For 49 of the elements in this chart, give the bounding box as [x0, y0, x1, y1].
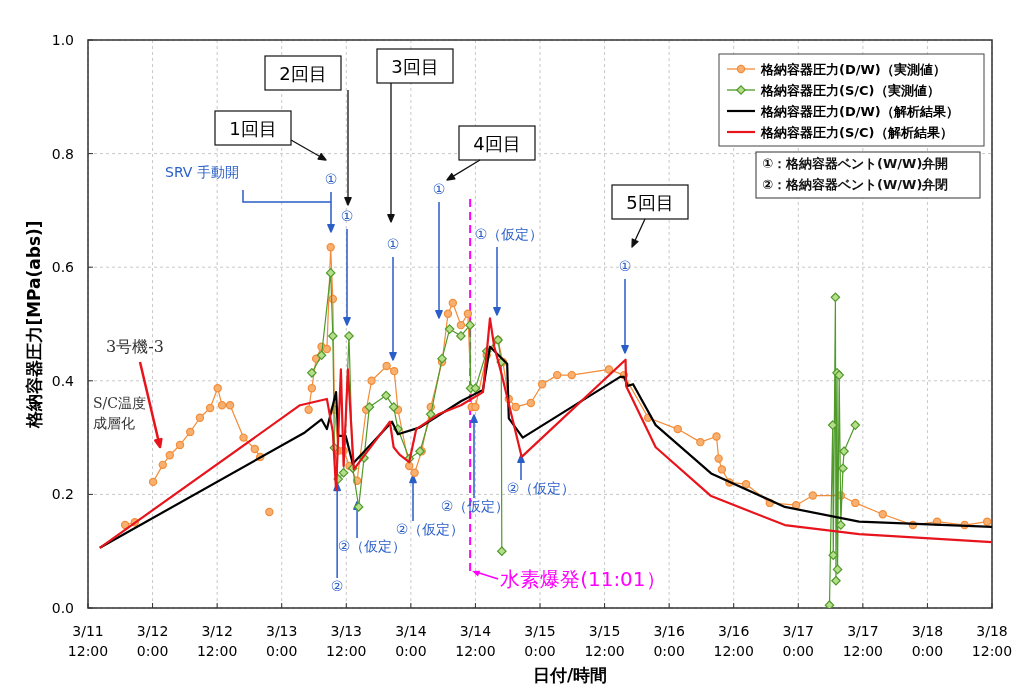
x-tick-label: 3/14 12:00 — [455, 623, 496, 659]
x-tick-label: 3/18 0:00 — [911, 623, 944, 659]
annotation: ②（仮定） — [395, 521, 465, 537]
x-tick-label: 3/16 0:00 — [653, 623, 685, 659]
y-tick-label: 0.2 — [51, 486, 74, 503]
legend-label: 格納容器圧力(S/C)（実測値） — [760, 83, 940, 98]
annotation: ①（仮定） — [474, 226, 544, 242]
legend-label: 格納容器圧力(S/C)（解析結果） — [760, 125, 953, 140]
annotation: ① — [432, 181, 446, 197]
annotation: 3号機-3 — [106, 337, 164, 356]
x-tick-label: 3/15 0:00 — [524, 623, 556, 659]
x-tick-label: 3/15 12:00 — [584, 623, 625, 659]
x-tick-label: 3/14 0:00 — [395, 623, 427, 659]
annotation: 3回目 — [391, 56, 439, 77]
x-tick-label: 3/17 0:00 — [782, 623, 815, 659]
y-tick-label: 0.0 — [51, 600, 74, 616]
annotation: ① — [340, 208, 354, 224]
annotation: ① — [386, 236, 400, 252]
annotation: SRV 手動開 — [165, 164, 239, 180]
annotation: ②（仮定） — [506, 480, 576, 496]
y-axis-title: 格納容器圧力[MPa(abs)] — [24, 220, 44, 429]
x-tick-label: 3/16 12:00 — [713, 623, 754, 659]
x-tick-label: 3/17 12:00 — [842, 623, 884, 659]
annotation: 2回目 — [279, 63, 327, 84]
annotation: ① — [618, 258, 632, 274]
y-tick-label: 0.6 — [51, 259, 75, 276]
y-tick-label: 0.4 — [51, 372, 75, 389]
y-tick-label: 1.0 — [51, 32, 74, 48]
annotation: ②（仮定） — [440, 498, 510, 514]
ref-line-label: 水素爆発(11:01） — [500, 567, 666, 592]
x-tick-label: 3/11 12:00 — [67, 623, 109, 659]
x-tick-label: 3/13 0:00 — [265, 623, 298, 659]
x-axis-title: 日付/時間 — [532, 665, 608, 685]
annotation: ②（仮定） — [337, 538, 407, 554]
annotation: 4回目 — [473, 133, 521, 154]
annotation: ②：格納容器ベント(W/W)弁閉 — [762, 177, 949, 192]
annotation: ① — [324, 171, 338, 187]
annotation: S/C温度成層化 — [93, 395, 147, 431]
legend-label: 格納容器圧力(D/W)（解析結果） — [760, 104, 959, 119]
y-tick-label: 0.8 — [51, 145, 74, 162]
annotation: ② — [330, 578, 344, 594]
annotation: 5回目 — [626, 192, 674, 213]
x-tick-label: 3/18 12:00 — [971, 623, 1013, 659]
x-tick-label: 3/13 12:00 — [326, 623, 367, 659]
annotation: ①：格納容器ベント(W/W)弁開 — [762, 156, 949, 171]
x-tick-label: 3/12 0:00 — [136, 623, 169, 659]
annotation: 1回目 — [229, 118, 277, 139]
legend-label: 格納容器圧力(D/W)（実測値） — [760, 62, 946, 77]
x-tick-label: 3/12 12:00 — [196, 623, 238, 659]
